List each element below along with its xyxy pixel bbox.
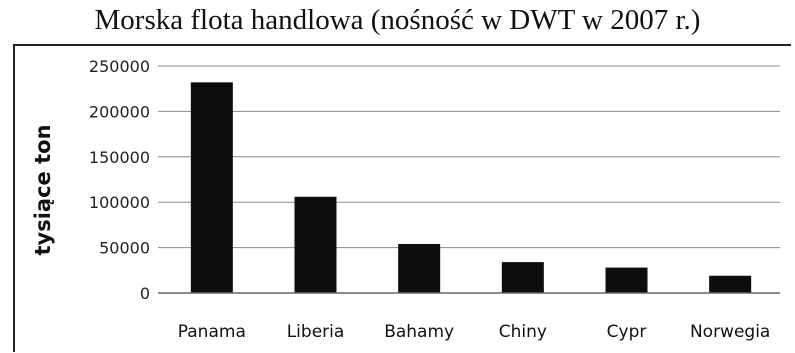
bar-bahamy xyxy=(398,243,441,293)
x-category-label: Bahamy xyxy=(384,322,454,342)
x-category-labels: Panama Liberia Bahamy Chiny Cypr Norwegia xyxy=(178,322,771,342)
y-tick-label: 50000 xyxy=(99,239,150,258)
x-category-label: Panama xyxy=(178,322,246,342)
chart-frame xyxy=(13,44,791,352)
y-tick-label: 200000 xyxy=(89,102,150,121)
bar-liberia xyxy=(294,196,337,293)
x-category-label: Liberia xyxy=(287,322,345,342)
gridlines xyxy=(158,65,780,249)
y-tick-label: 150000 xyxy=(89,148,150,167)
bar-cypr xyxy=(605,267,648,293)
chart-title: Morska flota handlowa (nośność w DWT w 2… xyxy=(94,4,701,36)
y-axis-label: tysiące ton xyxy=(31,124,55,255)
y-tick-label: 100000 xyxy=(89,193,150,212)
bars xyxy=(190,82,752,294)
y-tick-label: 0 xyxy=(140,284,150,303)
x-category-label: Norwegia xyxy=(690,322,770,342)
y-tick-labels: 250000 200000 150000 100000 50000 0 xyxy=(89,57,150,303)
bar-chiny xyxy=(501,262,544,293)
bar-norwegia xyxy=(709,275,752,293)
bar-panama xyxy=(190,82,233,294)
x-category-label: Cypr xyxy=(607,322,647,342)
x-category-label: Chiny xyxy=(499,322,547,342)
y-tick-label: 250000 xyxy=(89,57,150,76)
